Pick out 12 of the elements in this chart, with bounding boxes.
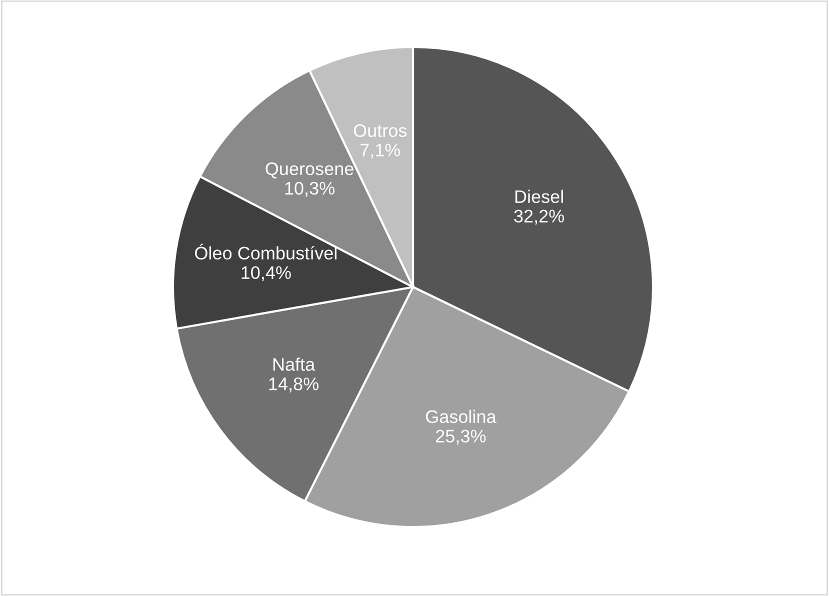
data-label: 32,2% bbox=[514, 210, 564, 225]
data-label: 7,1% bbox=[360, 144, 400, 159]
slice-label: Nafta bbox=[273, 358, 316, 371]
slice-label: Óleo Combustível bbox=[195, 244, 336, 260]
data-label: 14,8% bbox=[269, 377, 318, 392]
slice-label: Querosene bbox=[266, 162, 354, 178]
data-label: 10,4% bbox=[242, 266, 291, 282]
slice-label: Outros bbox=[354, 124, 407, 137]
slice-label: Gasolina bbox=[426, 410, 496, 424]
data-label: 25,3% bbox=[436, 430, 486, 445]
data-label: 10,3% bbox=[285, 182, 334, 197]
slice-label: Diesel bbox=[515, 190, 563, 204]
